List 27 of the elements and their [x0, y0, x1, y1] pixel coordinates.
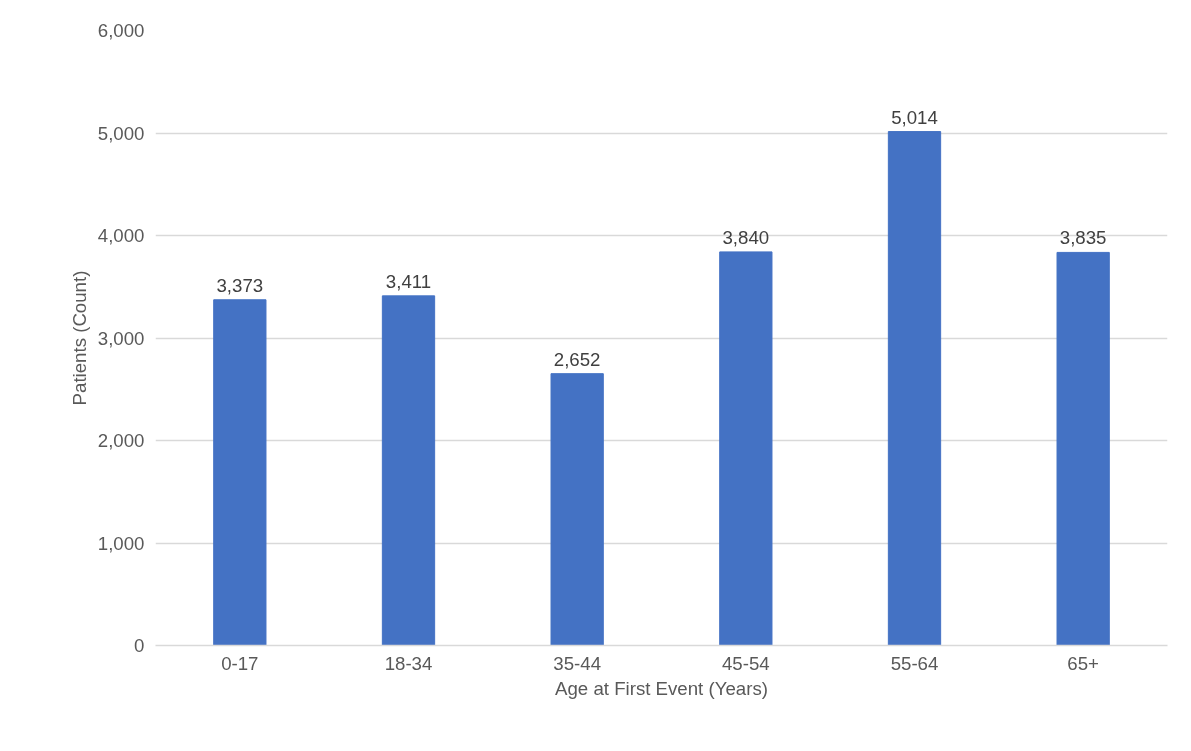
x-tick-label: 45-54 — [721, 652, 770, 674]
x-tick-label: 0-17 — [221, 652, 259, 674]
bar — [381, 295, 436, 646]
data-label: 3,411 — [385, 270, 432, 292]
bar — [1056, 251, 1110, 646]
data-label: 3,373 — [216, 274, 264, 296]
x-tick-label: 55-64 — [890, 652, 939, 674]
bar — [550, 373, 604, 646]
y-axis-title: Patients (Count) — [68, 270, 90, 406]
data-label: 3,835 — [1059, 227, 1107, 249]
y-tick-label: 1,000 — [97, 532, 145, 554]
y-tick-label: 5,000 — [97, 122, 145, 144]
x-axis-title: Age at First Event (Years) — [555, 677, 768, 699]
x-tick-label: 65+ — [1067, 652, 1099, 674]
y-tick-label: 4,000 — [97, 225, 145, 246]
y-tick-label: 2,000 — [97, 430, 145, 451]
x-tick-label: 18-34 — [384, 652, 433, 674]
x-tick-label: 35-44 — [553, 652, 602, 674]
data-label: 3,840 — [722, 226, 770, 248]
data-label: 5,014 — [891, 106, 938, 128]
y-tick-label: 6,000 — [97, 20, 145, 41]
data-label: 2,652 — [553, 348, 601, 370]
bar — [887, 131, 942, 646]
bar — [719, 251, 773, 646]
y-tick-label: 0 — [134, 635, 145, 656]
y-tick-label: 3,000 — [97, 327, 145, 349]
bar — [213, 299, 267, 646]
